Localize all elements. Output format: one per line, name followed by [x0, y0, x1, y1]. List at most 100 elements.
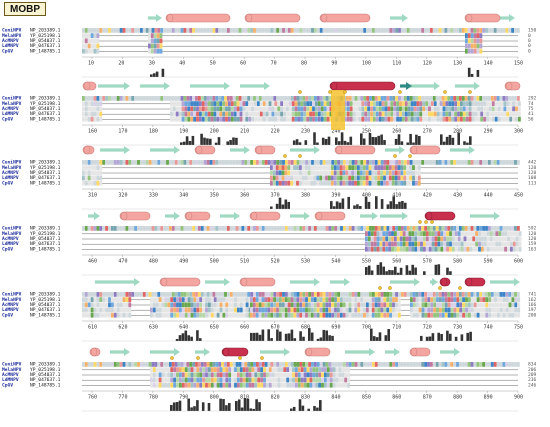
ruler-tick-label: 110: [392, 61, 401, 67]
conservation-bar: [243, 398, 247, 411]
conservation-bar: [276, 329, 279, 341]
sequence-name: AcMNPV: [2, 38, 19, 44]
conservation-bar: [207, 402, 211, 411]
conservation-bar: [270, 206, 273, 209]
sequence-end-number: 108: [528, 175, 537, 181]
conservation-bar: [370, 328, 373, 341]
conservation-bar: [382, 266, 385, 275]
sequence-accession: NP_047637.1: [30, 175, 61, 181]
sequence-accession: NP_054037.1: [30, 170, 61, 176]
ruler-tick-label: 210: [240, 129, 249, 135]
ruler-tick-label: 710: [392, 325, 401, 331]
ruler-tick-label: 10: [88, 61, 94, 67]
sequence-name: CuniNPV: [2, 96, 22, 102]
conservation-bar: [290, 329, 294, 341]
conservation-bar: [255, 399, 258, 411]
conservation-bar: [295, 139, 299, 145]
conservation-bar: [360, 133, 363, 145]
conservation-bar: [313, 406, 316, 411]
conservation-bar: [281, 204, 285, 209]
conservation-bar: [258, 402, 261, 411]
conservation-bar: [284, 333, 288, 341]
ruler-tick-label: 160: [88, 129, 97, 135]
conservation-bar: [408, 270, 412, 275]
conservation-bar: [451, 137, 455, 145]
ruler-tick-label: 550: [362, 259, 371, 265]
conservation-bar: [463, 141, 466, 145]
ruler-tick-label: 690: [331, 325, 340, 331]
sequence-name: CpGV: [2, 48, 13, 54]
conservation-bar: [370, 270, 374, 275]
conservation-bar: [307, 408, 310, 411]
conservation-bar: [199, 338, 202, 341]
ruler-tick-label: 770: [118, 395, 127, 401]
conservation-bar: [301, 405, 305, 411]
conservation-bar: [155, 71, 159, 77]
conservation-bar: [150, 74, 153, 77]
conservation-bar: [425, 336, 429, 341]
conservation-bar: [209, 138, 212, 145]
sequence-accession: NP_047637.1: [30, 111, 61, 117]
conservation-bar: [476, 69, 480, 77]
ruler-tick-label: 730: [453, 325, 462, 331]
conservation-bar: [399, 267, 403, 275]
ruler-tick-label: 670: [271, 325, 280, 331]
conservation-bar: [347, 196, 350, 209]
conservation-bar: [187, 335, 190, 341]
ruler-tick-label: 830: [301, 395, 310, 401]
conservation-bar: [356, 204, 359, 209]
sequence-end-number: 74: [528, 101, 534, 107]
conservation-bar: [252, 408, 255, 411]
sequence-name: MelaNPV: [2, 165, 22, 171]
ruler-tick-label: 640: [179, 325, 188, 331]
conservation-bar: [232, 137, 235, 145]
ruler-tick-label: 860: [392, 395, 401, 401]
conservation-bar: [308, 328, 311, 341]
conservation-bar: [367, 201, 371, 209]
conservation-bar: [449, 271, 452, 275]
sequence-name: LdMNPV: [2, 307, 19, 313]
conservation-bar: [250, 332, 253, 341]
ruler-tick-label: 610: [88, 325, 97, 331]
conservation-bar: [246, 398, 250, 411]
alignment-block: CuniNPV NP_203389.1 292 MelaNPV YP_025198.1 7…: [2, 96, 537, 146]
conservation-bar: [445, 136, 449, 145]
conservation-bar: [346, 142, 350, 145]
sequence-accession: NP_148785.1: [30, 382, 61, 388]
sequence-end-number: 159: [528, 241, 537, 247]
sequence-name: LdMNPV: [2, 175, 19, 181]
ruler-tick-label: 330: [149, 193, 158, 199]
sequence-end-number: 150: [528, 28, 537, 34]
ruler-tick-label: 520: [271, 259, 280, 265]
ruler-tick-label: 620: [118, 325, 127, 331]
conservation-bar: [190, 407, 193, 411]
sequence-accession: NP_203389.1: [30, 362, 61, 368]
conservation-bar: [267, 329, 270, 341]
alignment-block: CuniNPV NP_203389.1 150 MelaNPV YP_025198.1 0…: [2, 28, 537, 78]
conservation-bar: [384, 335, 388, 341]
ruler-tick-label: 440: [484, 193, 493, 199]
ruler-tick-label: 100: [362, 61, 371, 67]
conservation-bar: [440, 334, 443, 341]
sequence-name: AcMNPV: [2, 302, 19, 308]
conservation-bar: [448, 134, 452, 145]
sequence-end-number: 120: [528, 170, 537, 176]
conservation-bar: [367, 265, 371, 275]
conservation-bar: [446, 330, 449, 341]
conservation-bar: [178, 400, 182, 411]
ruler-tick-label: 80: [301, 61, 307, 67]
conservation-bar: [331, 335, 334, 341]
conservation-bar: [316, 407, 319, 411]
ruler-tick-label: 570: [423, 259, 432, 265]
ruler-tick-label: 870: [423, 395, 432, 401]
conservation-bar: [335, 201, 339, 209]
sequence-end-number: 0: [528, 43, 531, 49]
conservation-bar: [252, 332, 256, 341]
sequence-accession: NP_047637.1: [30, 43, 61, 49]
ruler-tick-label: 60: [240, 61, 246, 67]
figure-title: MOBP: [4, 2, 46, 16]
conservation-bar: [385, 271, 388, 275]
conservation-bar: [270, 338, 273, 341]
conservation-bar: [392, 196, 395, 209]
conservation-bar: [394, 138, 398, 145]
